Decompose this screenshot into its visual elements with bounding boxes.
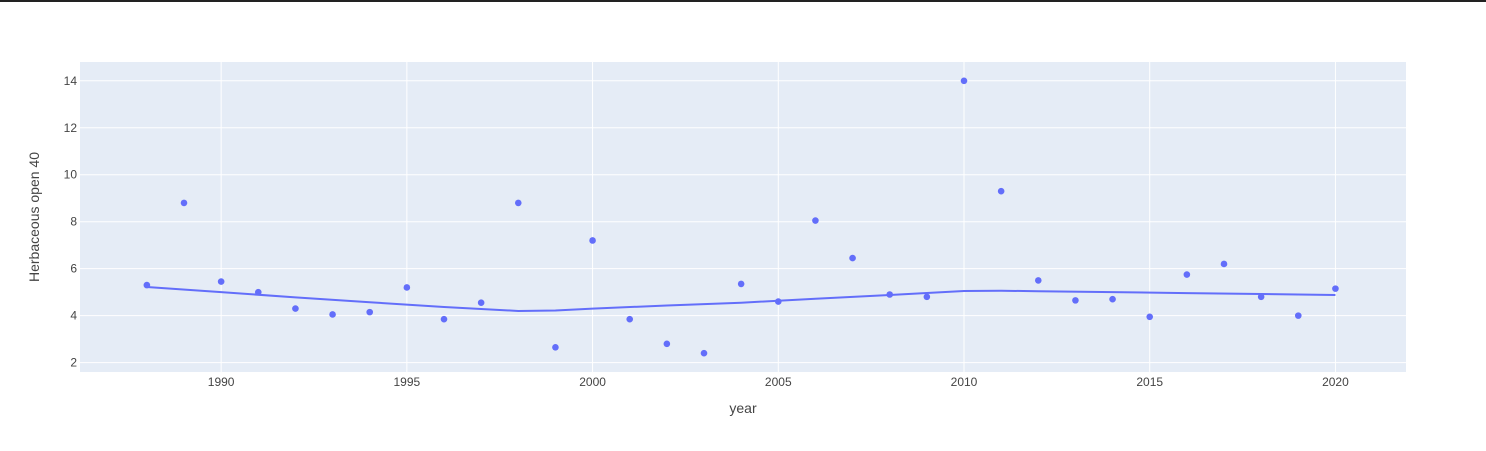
y-tick-label: 4 <box>70 309 77 323</box>
y-tick-label: 6 <box>70 262 77 276</box>
top-border <box>0 0 1486 2</box>
data-point[interactable] <box>1257 293 1265 301</box>
data-point[interactable] <box>960 77 968 85</box>
x-tick-label: 2005 <box>765 375 792 389</box>
data-point[interactable] <box>217 278 225 285</box>
data-point[interactable] <box>180 199 188 207</box>
x-tick-label: 2010 <box>951 375 978 389</box>
data-point[interactable] <box>737 280 745 288</box>
x-tick-label: 2020 <box>1322 375 1349 389</box>
data-point[interactable] <box>700 349 708 357</box>
data-point[interactable] <box>552 344 559 351</box>
x-axis-title: year <box>729 400 757 416</box>
data-point[interactable] <box>366 308 374 316</box>
x-gridlines <box>220 62 1336 372</box>
data-point[interactable] <box>1294 312 1302 319</box>
x-axis-ticks: 1990 1995 2000 2005 2010 2015 2020 <box>208 375 1349 389</box>
y-tick-label: 8 <box>70 215 77 229</box>
y-tick-label: 14 <box>64 74 78 88</box>
data-point[interactable] <box>440 315 448 323</box>
data-point[interactable] <box>477 299 485 307</box>
data-point[interactable] <box>886 291 894 298</box>
data-point[interactable] <box>1332 285 1339 292</box>
x-tick-label: 1995 <box>394 375 421 389</box>
data-point[interactable] <box>663 340 671 348</box>
series-layer <box>143 77 1339 357</box>
y-tick-label: 10 <box>64 168 78 182</box>
trend-line <box>146 285 1336 312</box>
data-point[interactable] <box>329 311 336 318</box>
data-point[interactable] <box>626 315 634 323</box>
x-tick-label: 2015 <box>1136 375 1163 389</box>
data-point[interactable] <box>589 237 596 244</box>
data-point[interactable] <box>774 298 782 305</box>
data-point[interactable] <box>1034 277 1042 284</box>
y-axis-ticks: 2 4 6 8 10 12 14 <box>64 74 78 370</box>
data-point[interactable] <box>1109 295 1116 303</box>
data-point[interactable] <box>514 199 522 207</box>
data-point[interactable] <box>143 281 151 289</box>
data-point[interactable] <box>292 305 299 312</box>
y-tick-label: 12 <box>64 121 78 135</box>
data-point[interactable] <box>923 293 931 301</box>
data-point[interactable] <box>812 217 819 224</box>
y-tick-label: 2 <box>70 356 77 370</box>
data-point[interactable] <box>1220 260 1228 268</box>
data-point[interactable] <box>1183 271 1191 278</box>
data-point[interactable] <box>403 284 411 291</box>
data-point[interactable] <box>1072 297 1079 304</box>
y-gridlines <box>80 80 1406 364</box>
data-point[interactable] <box>849 254 856 262</box>
x-tick-label: 2000 <box>579 375 606 389</box>
plot-background <box>80 62 1406 372</box>
data-point[interactable] <box>1146 313 1154 321</box>
data-point[interactable] <box>254 288 262 296</box>
y-axis-title: Herbaceous open 40 <box>26 152 42 282</box>
x-tick-label: 1990 <box>208 375 235 389</box>
data-point[interactable] <box>997 187 1005 195</box>
